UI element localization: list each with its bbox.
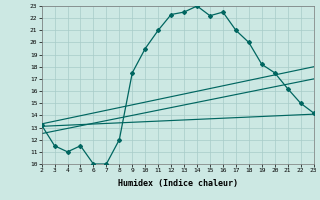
- X-axis label: Humidex (Indice chaleur): Humidex (Indice chaleur): [118, 179, 237, 188]
